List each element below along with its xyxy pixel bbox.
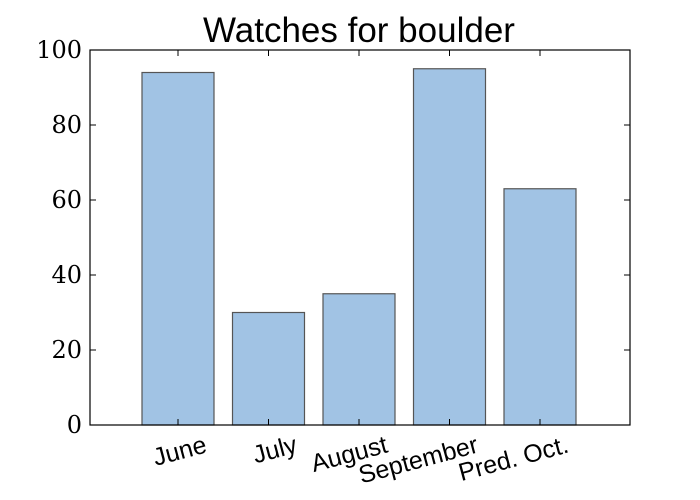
plot-frame: [89, 49, 631, 426]
bar-june: [141, 71, 215, 426]
y-tick-label: 60: [51, 186, 82, 214]
y-tick-label: 100: [36, 36, 82, 64]
y-tick-label: 80: [51, 111, 82, 139]
y-tick-label: 40: [51, 261, 82, 289]
y-tick-label: 0: [67, 411, 82, 439]
bar-july: [231, 311, 306, 426]
y-tick-label: 20: [51, 336, 82, 364]
x-tick-label: June: [150, 431, 210, 472]
bars-group: [141, 68, 577, 426]
bar-pred-oct: [503, 188, 577, 426]
y-axis: 0 20 40 60 80 100: [36, 36, 630, 439]
bar-september: [412, 68, 487, 426]
x-tick-label: July: [250, 431, 301, 470]
bar-august: [322, 293, 396, 426]
chart-title: Watches for boulder: [203, 11, 515, 50]
